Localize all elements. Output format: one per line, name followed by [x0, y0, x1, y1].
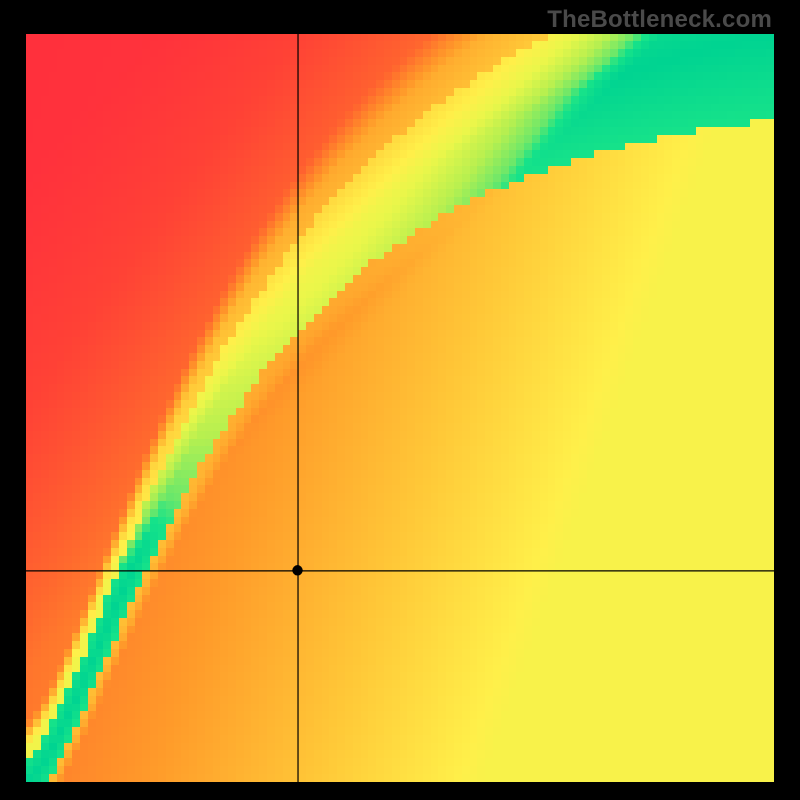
chart-container: TheBottleneck.com	[0, 0, 800, 800]
heatmap-canvas	[26, 34, 774, 782]
watermark-text: TheBottleneck.com	[547, 6, 772, 34]
plot-area	[26, 34, 774, 782]
